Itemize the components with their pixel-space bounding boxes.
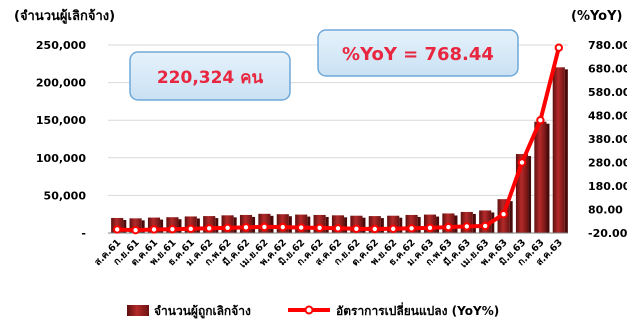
count-callout: 220,324 คน [129,51,291,101]
y-right-tick-labels: 780.00 680.00 580.00 480.00 380.00 280.00 180.… [588,39,627,240]
yoy-point [333,224,343,233]
y-left-tick-label: 150,000 [36,114,86,127]
yoy-point [205,224,214,233]
y-left-tick-label: - [81,227,86,240]
bar-shadow [564,69,568,234]
y-right-tick-label: 80.00 [588,204,623,217]
bar-shadow [417,216,421,233]
yoy-point [168,225,177,234]
count-callout-box [129,51,291,101]
yoy-callout-text: %YoY = 768.44 [342,44,494,65]
yoy-point [223,223,232,233]
yoy-point [241,223,251,232]
y-right-tick-label: 480.00 [588,110,627,123]
y-left-tick-label: 100,000 [36,152,86,165]
bar-shadow [344,217,348,233]
y-left-tick-label: 200,000 [36,77,86,90]
bar-shadow [178,219,182,233]
legend-line-label: อัตราการเปลี่ยนแปลง (YoY%) [336,302,499,318]
yoy-point [389,224,398,233]
bar-shadow [436,216,440,233]
yoy-point [536,116,545,125]
legend-bar-label: จำนวนผู้ถูกเลิกจ้าง [154,304,251,319]
yoy-callout-box [317,29,519,77]
yoy-point [444,222,453,232]
yoy-point [297,223,306,232]
bar-shadow [509,201,513,233]
line-series [113,43,563,235]
y-right-axis-label: (%YoY) [571,9,622,24]
bar [534,121,547,233]
y-right-tick-label: 280.00 [588,157,627,170]
yoy-point [425,223,435,233]
yoy-point [517,158,527,167]
bar-shadow [399,217,403,233]
yoy-callout: %YoY = 768.44 [317,29,519,77]
bar-shadow [528,156,532,233]
y-right-tick-label: -20.00 [588,227,627,240]
yoy-point [407,224,416,233]
yoy-point [113,225,122,234]
yoy-point [352,224,361,233]
bar-shadow [196,218,200,233]
yoy-point [149,225,159,234]
y-right-tick-label: 780.00 [588,39,627,52]
bar [552,67,565,234]
yoy-point [499,210,508,219]
bar-shadow [380,218,384,233]
yoy-point [260,222,269,232]
y-left-tick-label: 250,000 [36,39,86,52]
bar-shadow [233,217,237,233]
y-left-tick-labels: 250,000 200,000 150,000 100,000 50,000 - [36,39,86,240]
bar-shadow [141,220,145,233]
bar-shadow [472,213,476,233]
y-right-tick-label: 380.00 [588,133,627,146]
bar-shadow [325,216,329,233]
bar-shadow [160,219,164,233]
y-left-tick-label: 50,000 [44,189,87,202]
bar-shadow [215,218,219,233]
bar-shadow [362,217,366,233]
bar-shadow [454,215,458,233]
yoy-point [278,222,287,232]
count-callout-text: 220,324 คน [157,68,264,88]
yoy-point [462,222,471,231]
bar-shadow [252,216,256,233]
yoy-point [131,225,140,235]
yoy-point [370,224,379,234]
legend-line-marker [304,305,314,315]
yoy-point [554,43,563,52]
legend: จำนวนผู้ถูกเลิกจ้าง อัตราการเปลี่ยนแปลง … [127,302,499,319]
bar-shadow [546,123,550,233]
y-right-tick-label: 180.00 [588,180,627,193]
bar-shadow [288,216,292,233]
yoy-point [481,221,490,231]
y-right-tick-label: 580.00 [588,86,627,99]
bar-shadow [270,215,274,233]
yoy-point [186,224,196,233]
x-category-labels: ส.ค.61ก.ย.61ต.ค.61พ.ย.61ธ.ค.61ม.ค.62ก.พ.… [92,237,564,271]
bar-shadow [123,219,127,233]
y-right-tick-label: 680.00 [588,63,627,76]
bar-shadow [307,216,311,233]
yoy-point [315,223,324,233]
legend-bar-swatch [127,305,149,316]
y-left-axis-label: (จำนวนผู้เลิกจ้าง) [14,8,115,24]
